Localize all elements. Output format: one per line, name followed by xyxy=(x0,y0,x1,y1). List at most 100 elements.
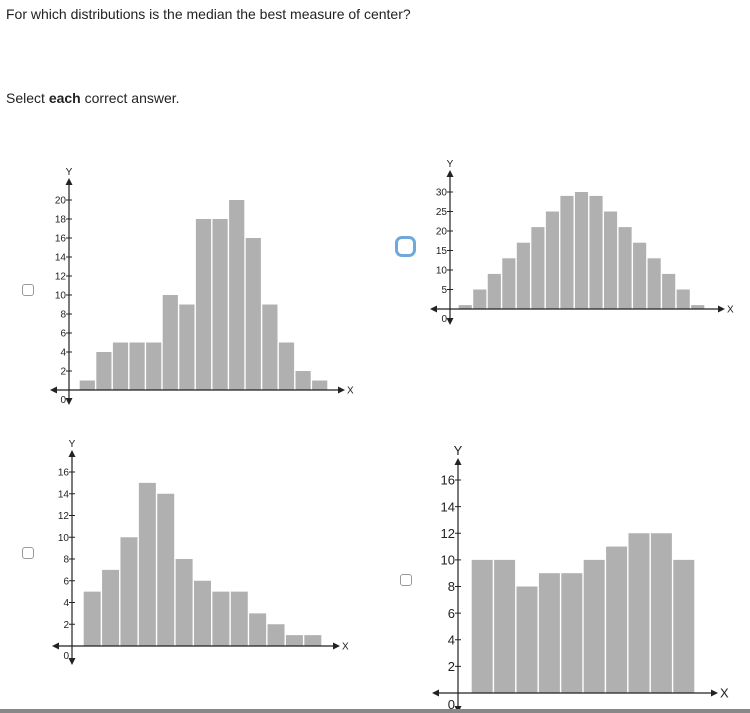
chart-2-bar xyxy=(574,192,589,309)
chart-2-bar xyxy=(458,305,472,309)
chart-3-bar xyxy=(175,559,193,646)
chart-3-origin-label: 0 xyxy=(63,651,69,662)
chart-3-bar xyxy=(120,537,138,646)
chart-4-y-tick-label: 16 xyxy=(441,473,455,488)
chart-4-bar xyxy=(606,546,628,693)
option-4-checkbox[interactable] xyxy=(400,574,412,586)
chart-4-bar xyxy=(471,559,493,693)
down-arrow-icon xyxy=(65,398,73,405)
chart-1-y-tick-label: 10 xyxy=(55,291,67,302)
chart-2-y-tick-label: 20 xyxy=(436,227,448,238)
chart-1-bar xyxy=(312,380,328,390)
chart-4-bar xyxy=(561,573,583,693)
chart-1-x-label: X xyxy=(347,386,354,397)
left-arrow-icon xyxy=(430,305,437,313)
up-arrow-icon xyxy=(454,458,462,465)
chart-3-y-tick-label: 16 xyxy=(58,468,70,479)
left-arrow-icon xyxy=(52,642,59,650)
chart-2-bar xyxy=(531,227,545,309)
chart-2-y-label: Y xyxy=(447,159,454,170)
chart-4-y-label: Y xyxy=(454,443,463,458)
chart-4-bar xyxy=(494,559,516,693)
left-arrow-icon xyxy=(50,386,57,394)
chart-1-y-tick-label: 2 xyxy=(60,367,66,378)
chart-4-y-tick-label: 4 xyxy=(448,632,455,647)
chart-3-bar xyxy=(83,591,101,646)
instruction-text: Select each correct answer. xyxy=(6,90,180,106)
chart-3-y-tick-label: 4 xyxy=(63,598,69,609)
chart-2-y-tick-label: 15 xyxy=(436,246,448,257)
option-2-checkbox[interactable] xyxy=(398,239,413,254)
chart-2-bar xyxy=(662,273,676,309)
chart-1-bar xyxy=(195,219,212,390)
right-arrow-icon xyxy=(718,305,725,313)
chart-1-y-tick-label: 6 xyxy=(60,329,66,340)
chart-3-bar xyxy=(157,493,175,646)
chart-2-bar xyxy=(603,211,618,309)
option-1-checkbox[interactable] xyxy=(22,284,34,296)
chart-4-bar xyxy=(538,573,560,693)
chart-2-bar xyxy=(487,273,501,309)
chart-2-bar xyxy=(647,258,661,309)
chart-1-bar xyxy=(79,380,95,390)
chart-1-bar xyxy=(179,304,195,390)
option-3-checkbox[interactable] xyxy=(22,547,34,559)
chart-3-bar xyxy=(249,613,267,646)
chart-4-origin-label: 0 xyxy=(448,697,455,712)
chart-4-y-tick-label: 8 xyxy=(448,579,455,594)
chart-2-y-tick-label: 5 xyxy=(441,285,447,296)
chart-1-bar xyxy=(278,342,295,390)
chart-2-bar xyxy=(560,195,574,309)
chart-1-bar xyxy=(112,342,129,390)
chart-1-bar xyxy=(295,371,311,390)
chart-1-bar xyxy=(229,200,245,390)
up-arrow-icon xyxy=(446,170,454,177)
chart-1-bar xyxy=(129,342,145,390)
chart-3-bar xyxy=(285,635,303,646)
chart-1-y-tick-label: 20 xyxy=(55,196,67,207)
chart-1-y-tick-label: 4 xyxy=(60,348,66,359)
chart-1-y-label: Y xyxy=(66,167,73,178)
chart-1-bar xyxy=(212,219,228,390)
chart-1-y-tick-label: 8 xyxy=(60,310,66,321)
chart-4-bar xyxy=(583,559,605,693)
chart-1-bar xyxy=(146,342,162,390)
down-arrow-icon xyxy=(446,318,454,325)
chart-4-y-tick-label: 2 xyxy=(448,659,455,674)
chart-4-bar xyxy=(673,559,695,693)
down-arrow-icon xyxy=(68,658,76,665)
chart-3-y-label: Y xyxy=(69,439,76,450)
chart-4-bar xyxy=(628,533,650,693)
chart-2-bar xyxy=(676,289,690,309)
chart-3-x-label: X xyxy=(342,642,349,653)
chart-1-y-tick-label: 18 xyxy=(55,215,67,226)
chart-2-bar xyxy=(516,242,530,309)
chart-2-bar xyxy=(473,289,487,309)
chart-4-y-tick-label: 6 xyxy=(448,606,455,621)
right-arrow-icon xyxy=(711,689,718,697)
chart-4-x-label: X xyxy=(720,686,729,701)
chart-1-bar xyxy=(262,304,278,390)
chart-3-bar xyxy=(138,482,156,646)
bottom-divider xyxy=(0,709,750,713)
up-arrow-icon xyxy=(65,178,73,185)
chart-3-bar xyxy=(194,580,211,646)
chart-1-bar xyxy=(162,295,178,390)
chart-1-origin-label: 0 xyxy=(60,395,66,406)
chart-3-y-tick-label: 8 xyxy=(63,555,69,566)
chart-3-bar xyxy=(102,569,120,646)
chart-4-y-tick-label: 12 xyxy=(441,526,455,541)
chart-2-x-label: X xyxy=(727,305,734,316)
chart-3-bar xyxy=(267,624,285,646)
chart-3-y-tick-label: 6 xyxy=(63,576,69,587)
left-arrow-icon xyxy=(432,689,439,697)
chart-4-y-tick-label: 14 xyxy=(441,499,455,514)
chart-3-y-tick-label: 10 xyxy=(58,533,70,544)
question-text: For which distributions is the median th… xyxy=(6,6,411,22)
chart-2-origin-label: 0 xyxy=(441,314,447,325)
chart-4-y-tick-label: 10 xyxy=(441,553,455,568)
chart-2-bar xyxy=(589,195,603,309)
chart-1-y-tick-label: 12 xyxy=(55,272,67,283)
chart-2-bar xyxy=(691,305,705,309)
chart-1-y-tick-label: 16 xyxy=(55,234,67,245)
